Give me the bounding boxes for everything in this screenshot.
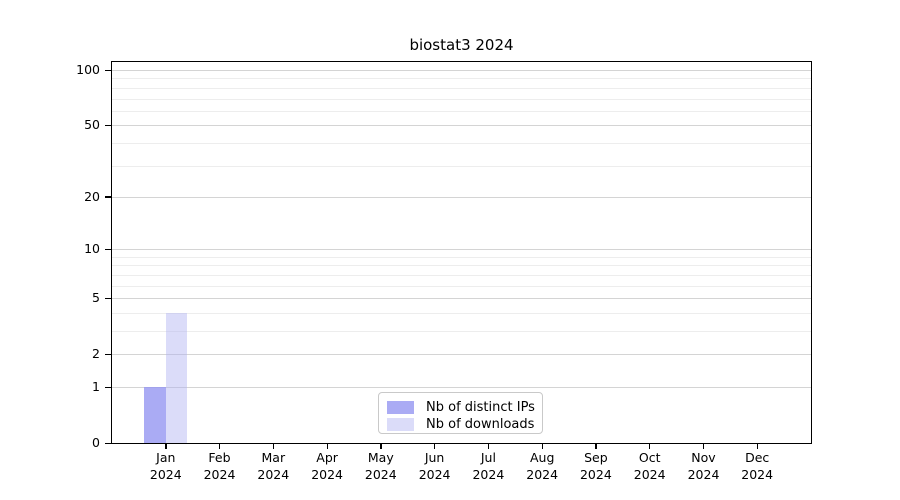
x-axis-tick (380, 443, 382, 449)
x-axis-tick-label: Dec 2024 (741, 450, 774, 482)
y-axis-tick-label: 50 (84, 117, 100, 133)
x-axis-tick (326, 443, 328, 449)
gridline-minor (112, 165, 811, 167)
gridline-minor (112, 87, 811, 89)
y-axis-tick (105, 297, 112, 299)
gridline-minor (112, 98, 811, 100)
gridline-minor (112, 142, 811, 144)
x-axis-tick-label: Aug 2024 (526, 450, 559, 482)
y-axis-tick (105, 69, 112, 71)
legend-label: Nb of downloads (426, 417, 535, 432)
y-axis-tick (105, 386, 112, 388)
gridline-major (112, 70, 811, 71)
bar-downloads (165, 312, 188, 443)
x-axis-tick (595, 443, 597, 449)
y-axis-tick-label: 5 (92, 290, 100, 306)
x-axis-tick-label: Feb 2024 (203, 450, 236, 482)
y-axis-tick (105, 442, 112, 444)
legend-label: Nb of distinct IPs (426, 400, 535, 415)
x-axis-tick (219, 443, 221, 449)
gridline-minor (112, 256, 811, 258)
legend-item: Nb of distinct IPs (387, 400, 535, 415)
gridline-minor (112, 331, 811, 332)
legend-item: Nb of downloads (387, 417, 535, 432)
x-axis-tick-label: Jul 2024 (472, 450, 505, 482)
legend-swatch-downloads (387, 418, 414, 431)
x-axis-tick-label: Jan 2024 (149, 450, 182, 482)
x-axis-tick-label: Mar 2024 (257, 450, 290, 482)
y-axis-tick-label: 0 (92, 435, 100, 450)
gridline-major (112, 125, 811, 127)
x-axis-tick (703, 443, 705, 449)
x-axis-tick (756, 443, 758, 449)
gridline-major (112, 387, 811, 388)
y-axis-tick-label: 10 (84, 241, 100, 257)
x-axis-tick (434, 443, 436, 449)
gridline-minor (112, 265, 811, 267)
legend: Nb of distinct IPs Nb of downloads (378, 392, 543, 434)
y-axis-tick-label: 2 (92, 346, 100, 362)
gridline-major (112, 354, 811, 356)
chart-title: biostat3 2024 (409, 36, 514, 54)
x-axis-tick-label: Sep 2024 (579, 450, 612, 482)
legend-swatch-distinct-ips (387, 401, 414, 414)
plot-area (112, 62, 811, 443)
gridline-major (112, 298, 811, 300)
x-axis-tick-label: Apr 2024 (311, 450, 343, 482)
x-axis-tick-label: Jun 2024 (418, 450, 451, 482)
x-axis-tick (649, 443, 651, 449)
y-axis-tick (105, 248, 112, 250)
y-axis-tick-label: 1 (92, 379, 100, 394)
bar-distinct-ips (144, 387, 166, 443)
x-axis-tick (272, 443, 275, 449)
gridline-minor (112, 78, 811, 80)
gridline-major (112, 249, 811, 251)
y-axis-tick-label: 100 (76, 62, 100, 77)
y-axis-tick (105, 353, 112, 355)
gridline-minor (112, 285, 811, 287)
x-axis-tick-label: Oct 2024 (633, 450, 666, 482)
y-axis-tick (105, 196, 112, 198)
x-axis-tick-label: Nov 2024 (687, 450, 720, 482)
gridline-minor (112, 312, 811, 314)
x-axis-tick (165, 443, 167, 449)
y-axis-tick (105, 124, 112, 126)
gridline-minor (112, 274, 811, 276)
x-axis-tick (541, 443, 543, 449)
x-axis-tick-label: May 2024 (364, 450, 397, 482)
gridline-minor (112, 110, 811, 112)
gridline-major (112, 196, 811, 198)
x-axis-tick (487, 443, 490, 449)
y-axis-tick-label: 20 (84, 188, 100, 204)
